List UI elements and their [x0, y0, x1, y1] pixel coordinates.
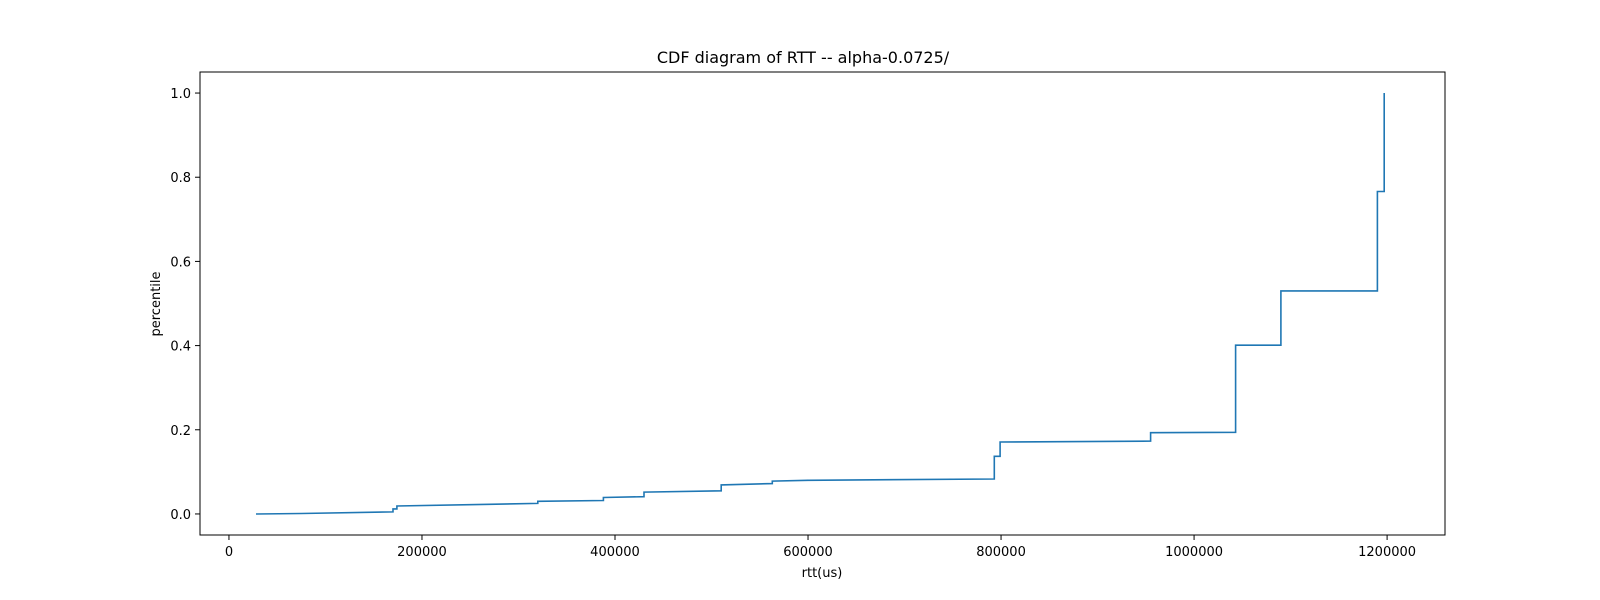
x-tick-label: 600000	[783, 545, 833, 560]
x-tick-label: 400000	[590, 545, 640, 560]
plot-area	[255, 93, 1385, 515]
y-tick-label: 1.0	[170, 87, 191, 102]
y-tick-label: 0.2	[170, 424, 191, 439]
y-tick-label: 0.6	[170, 255, 191, 270]
y-tick-label: 0.0	[170, 508, 191, 523]
x-tick-label: 1200000	[1358, 545, 1416, 560]
plot-frame	[199, 71, 1446, 536]
y-axis-label: percentile	[149, 271, 164, 336]
x-axis-ticks: 0 200000 400000 600000 800000 1000000 1200000	[225, 535, 1416, 560]
x-axis-label: rtt(us)	[802, 566, 843, 581]
y-tick-label: 0.8	[170, 171, 191, 186]
y-tick-label: 0.4	[170, 340, 191, 355]
x-tick-label: 0	[225, 545, 233, 560]
x-tick-label: 800000	[976, 545, 1026, 560]
chart-title: CDF diagram of RTT -- alpha-0.0725/	[657, 48, 950, 67]
cdf-series-line	[255, 93, 1385, 515]
x-tick-label: 1000000	[1165, 545, 1223, 560]
y-axis-ticks: 0.0 0.2 0.4 0.6 0.8 1.0	[170, 87, 200, 523]
x-tick-label: 200000	[397, 545, 447, 560]
